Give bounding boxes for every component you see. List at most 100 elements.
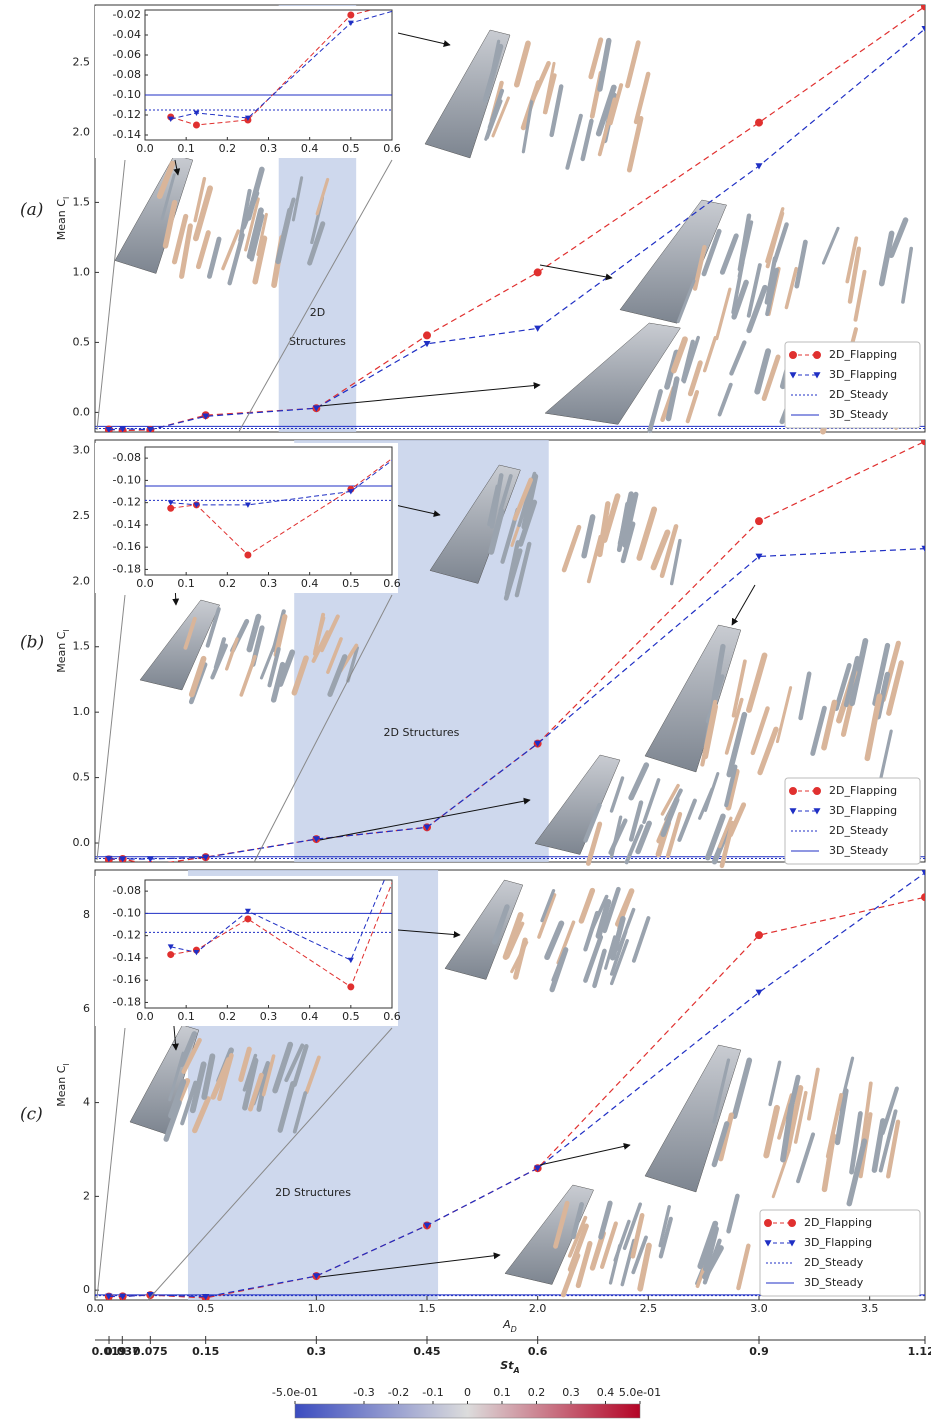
y-axis-label-sub: l: [62, 1063, 71, 1065]
x-tick-label: 2.0: [529, 1302, 547, 1315]
y-tick-label: 1.0: [73, 265, 91, 278]
st-axis-label-main: St: [500, 1359, 514, 1372]
inset-y-tick-label: -0.08: [113, 451, 141, 464]
inset-y-tick-label: -0.08: [113, 884, 141, 897]
inset-x-tick-label: 0.5: [342, 1010, 360, 1023]
y-tick-label: 4: [83, 1096, 90, 1109]
highlight-label: 2D: [310, 306, 325, 319]
inset-x-tick-label: 0.0: [136, 142, 154, 155]
marker: [168, 952, 174, 958]
inset-x-tick-label: 0.1: [177, 142, 195, 155]
inset-y-tick-label: -0.10: [113, 473, 141, 486]
legend-label: 2D_Steady: [804, 1256, 864, 1269]
y-axis-label: Mean Cl: [55, 1063, 71, 1106]
legend-label: 3D_Steady: [829, 408, 889, 421]
inset-y-tick-label: -0.12: [113, 496, 141, 509]
inset-y-tick-label: -0.04: [113, 28, 141, 41]
y-tick-label: 1.5: [73, 640, 91, 653]
inset-x-tick-label: 0.0: [136, 577, 154, 590]
y-tick-label: 2.0: [73, 125, 91, 138]
inset-x-tick-label: 0.6: [383, 1010, 401, 1023]
colorbar-tick-label: -0.2: [388, 1386, 409, 1399]
st-axis-label-sub: A: [512, 1366, 519, 1375]
marker: [790, 352, 797, 359]
marker: [814, 788, 821, 795]
colorbar-tick-label: -5.0e-01: [272, 1386, 318, 1399]
inset-x-tick-label: 0.4: [301, 1010, 319, 1023]
marker: [922, 438, 929, 445]
st-tick-label: 0.45: [413, 1345, 440, 1358]
y-axis-label-main: Mean C: [55, 199, 68, 240]
inset-y-tick-label: -0.18: [113, 995, 141, 1008]
legend-label: 3D_Steady: [804, 1276, 864, 1289]
y-tick-label: 2: [83, 1189, 90, 1202]
marker: [168, 505, 174, 511]
inset-y-tick-label: -0.14: [113, 951, 141, 964]
y-tick-label: 0.0: [73, 405, 91, 418]
colorbar-tick-label: 0.1: [493, 1386, 511, 1399]
figure: 2DStructures0.00.51.01.52.02.5-0.14-0.12…: [0, 0, 931, 1420]
y-tick-label: 8: [83, 908, 90, 921]
marker: [348, 984, 354, 990]
y-axis-label-sub: l: [62, 197, 71, 199]
inset-x-tick-label: 0.2: [219, 142, 237, 155]
inset-y-tick-label: -0.12: [113, 108, 141, 121]
legend-label: 2D_Flapping: [829, 784, 897, 797]
legend-label: 2D_Flapping: [804, 1216, 872, 1229]
highlight-label: 2D Structures: [275, 1186, 351, 1199]
st-tick-label: 0.3: [307, 1345, 327, 1358]
st-axis-label: StA: [500, 1359, 519, 1375]
marker: [756, 119, 763, 126]
x-tick-label: 1.0: [308, 1302, 326, 1315]
panel-label: (c): [20, 1105, 43, 1125]
inset-x-tick-label: 0.5: [342, 142, 360, 155]
marker: [790, 788, 797, 795]
x-axis-label: AD: [502, 1318, 517, 1334]
legend-label: 3D_Flapping: [829, 368, 897, 381]
x-axis-label-sub: D: [511, 1325, 517, 1334]
x-tick-label: 2.5: [640, 1302, 658, 1315]
y-tick-label: 2.5: [73, 55, 91, 68]
inset-y-tick-label: -0.10: [113, 906, 141, 919]
y-axis-label-sub: l: [62, 629, 71, 631]
y-tick-label: 0.0: [73, 836, 91, 849]
colorbar-tick-label: 0.4: [597, 1386, 615, 1399]
marker: [765, 1220, 772, 1227]
x-tick-label: 3.5: [861, 1302, 879, 1315]
inset-x-tick-label: 0.3: [260, 142, 278, 155]
colorbar: [295, 1404, 640, 1418]
marker: [245, 916, 251, 922]
panel-label: (a): [20, 200, 43, 220]
y-tick-label: 2.5: [73, 509, 91, 522]
y-tick-label: 0.5: [73, 771, 91, 784]
colorbar-tick-label: -0.3: [353, 1386, 374, 1399]
inset-x-tick-label: 0.3: [260, 1010, 278, 1023]
marker: [245, 552, 251, 558]
y-tick-label: 3.0: [73, 443, 91, 456]
marker: [789, 1220, 796, 1227]
inset-x-tick-label: 0.1: [177, 577, 195, 590]
x-tick-label: 1.5: [418, 1302, 436, 1315]
inset-x-tick-label: 0.6: [383, 142, 401, 155]
y-axis-label: Mean Cl: [55, 629, 71, 672]
st-tick-label: 1.125: [908, 1345, 931, 1358]
marker: [424, 332, 431, 339]
y-tick-label: 0: [83, 1283, 90, 1296]
inset-x-tick-label: 0.2: [219, 577, 237, 590]
legend-label: 3D_Flapping: [804, 1236, 872, 1249]
colorbar-tick-label: 0.2: [528, 1386, 546, 1399]
legend-label: 2D_Steady: [829, 388, 889, 401]
inset-y-tick-label: -0.18: [113, 562, 141, 575]
marker: [756, 518, 763, 525]
inset-y-tick-label: -0.10: [113, 88, 141, 101]
y-axis-label: Mean Cl: [55, 197, 71, 240]
highlight-label: Structures: [289, 335, 346, 348]
legend-label: 3D_Flapping: [829, 804, 897, 817]
legend-label: 2D_Flapping: [829, 348, 897, 361]
colorbar-tick-label: 5.0e-01: [619, 1386, 661, 1399]
inset-y-tick-label: -0.16: [113, 540, 141, 553]
st-tick-label: 0.15: [192, 1345, 219, 1358]
st-tick-label: 0.6: [528, 1345, 548, 1358]
inset-x-tick-label: 0.4: [301, 142, 319, 155]
inset-y-tick-label: -0.12: [113, 929, 141, 942]
